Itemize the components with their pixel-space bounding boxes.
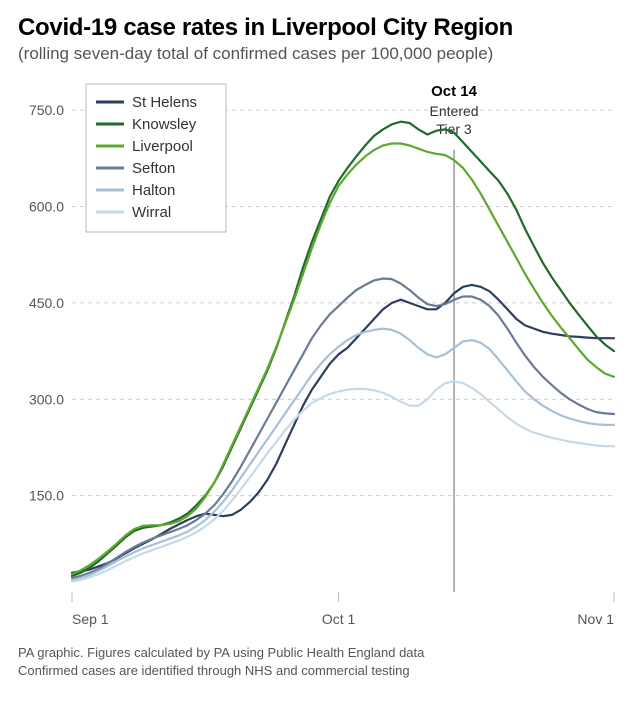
y-tick-label: 450.0 [29,295,64,311]
legend-label: St Helens [132,94,197,111]
chart-footnotes: PA graphic. Figures calculated by PA usi… [18,644,622,679]
series-line-sefton [72,279,614,578]
annotation-label-line1: Entered [430,103,479,119]
footnote-line-1: PA graphic. Figures calculated by PA usi… [18,644,622,662]
chart-subtitle: (rolling seven-day total of confirmed ca… [18,44,622,64]
x-tick-label: Oct 1 [322,611,356,627]
annotation-label-date: Oct 14 [431,83,478,100]
series-line-wirral [72,381,614,581]
legend-label: Sefton [132,160,175,177]
legend-label: Liverpool [132,138,193,155]
footnote-line-2: Confirmed cases are identified through N… [18,662,622,680]
series-line-st-helens [72,285,614,573]
y-tick-label: 300.0 [29,391,64,407]
x-tick-label: Nov 1 [577,611,614,627]
legend-label: Knowsley [132,116,197,133]
y-tick-label: 600.0 [29,199,64,215]
legend-label: Halton [132,182,175,199]
x-tick-label: Sep 1 [72,611,109,627]
legend-label: Wirral [132,204,171,221]
y-tick-label: 150.0 [29,488,64,504]
y-tick-label: 750.0 [29,102,64,118]
line-chart: 150.0 300.0 450.0 600.0 750.0 Sep 1 Oct 1 Nov 1… [18,72,622,632]
chart-title: Covid-19 case rates in Liverpool City Re… [18,14,622,42]
